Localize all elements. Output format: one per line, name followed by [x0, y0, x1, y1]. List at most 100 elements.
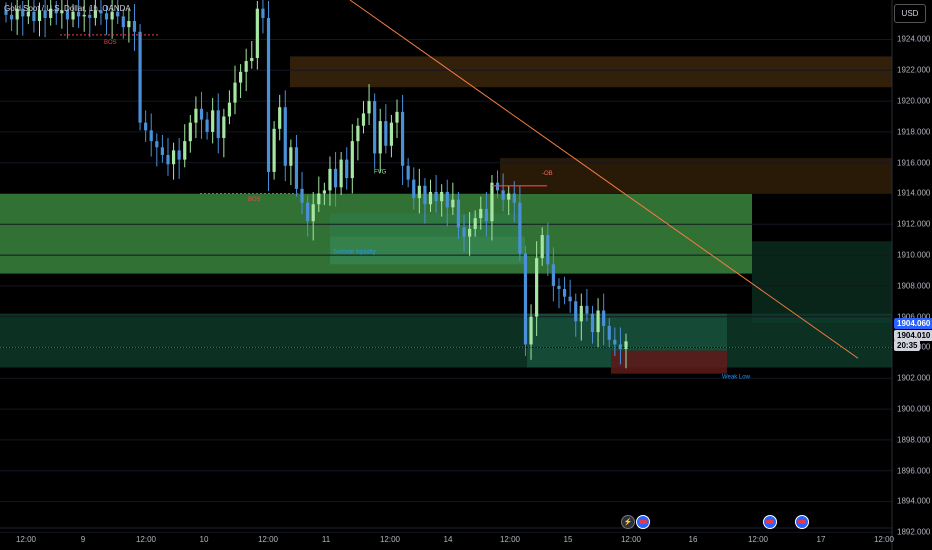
candle-body — [501, 190, 505, 200]
candle-body — [456, 199, 461, 228]
stop-loss-box — [611, 350, 727, 374]
candle-body — [473, 218, 477, 229]
candle-body — [423, 185, 427, 205]
candle-body — [77, 11, 81, 17]
candle-body — [49, 8, 53, 18]
currency-button[interactable]: USD — [894, 4, 926, 23]
us-flag-event-icon[interactable] — [795, 515, 809, 529]
candle-body — [15, 8, 19, 20]
time-tick-label: 12:00 — [873, 535, 895, 544]
zones-layer — [0, 56, 892, 374]
candle-body — [278, 107, 282, 129]
time-tick-label: 15 — [563, 535, 573, 544]
price-tick-label: 1912.000 — [897, 219, 931, 229]
candle-body — [339, 159, 343, 188]
candle-body — [596, 310, 600, 333]
candle-body — [490, 182, 494, 222]
us-flag-event-icon[interactable] — [763, 515, 777, 529]
descending-trendline — [349, 0, 859, 359]
candle-body — [579, 305, 583, 322]
candle-body — [428, 191, 433, 205]
price-tick-label: 1924.000 — [897, 34, 931, 44]
candle-body — [602, 310, 606, 326]
candle-body — [361, 113, 366, 126]
candle-body — [272, 128, 276, 172]
candle-body — [104, 13, 109, 20]
time-tick-label: 9 — [80, 535, 86, 544]
candle-body — [194, 108, 198, 123]
fvg-label: FVG — [374, 169, 387, 175]
candle-body — [451, 199, 455, 208]
candle-body — [160, 147, 164, 155]
candle-body — [618, 344, 623, 350]
candle-body — [216, 110, 220, 139]
time-tick-label: 12:00 — [135, 535, 157, 544]
candle-body — [155, 141, 159, 148]
candle-body — [350, 141, 354, 179]
time-tick-label: 16 — [688, 535, 698, 544]
candle-body — [395, 111, 399, 123]
candle-body — [389, 122, 394, 146]
candle-body — [462, 227, 466, 237]
candle-body — [585, 305, 589, 314]
candle-body — [412, 179, 416, 199]
candle-body — [574, 301, 578, 322]
bos-label: BOS — [248, 197, 261, 203]
candle-body — [613, 339, 617, 345]
candle-body — [88, 14, 92, 18]
order-block-zone — [500, 158, 892, 194]
time-tick-label: 12:00 — [15, 535, 37, 544]
candle-body — [345, 159, 349, 179]
grid-layer — [0, 0, 893, 550]
price-tick-label: 1894.000 — [897, 496, 931, 506]
flash-event-icon[interactable]: ⚡ — [621, 515, 635, 529]
candle-body — [507, 193, 511, 200]
candle-body — [289, 147, 293, 166]
candle-body — [495, 182, 500, 191]
us-flag-event-icon[interactable] — [636, 515, 650, 529]
candle-body — [121, 16, 125, 28]
time-tick-label: 12:00 — [620, 535, 642, 544]
candle-body — [434, 191, 438, 202]
discount-zone — [0, 313, 892, 368]
candle-body — [607, 325, 611, 340]
bos-label: BOS — [104, 40, 117, 46]
candle-body — [205, 119, 209, 132]
last-price-label: 1904.060 — [894, 318, 932, 329]
candle-body — [177, 150, 181, 160]
candle-body — [406, 165, 410, 180]
candle-body — [300, 188, 304, 203]
candle-body — [518, 202, 522, 254]
price-tick-label: 1922.000 — [897, 65, 931, 75]
candle-body — [99, 10, 103, 14]
candle-body — [468, 228, 472, 237]
candle-body — [535, 258, 539, 317]
candle-body — [138, 31, 142, 123]
candles-layer — [4, 0, 628, 369]
candle-body — [266, 17, 271, 172]
candle-body — [624, 341, 628, 350]
candle-body — [373, 101, 377, 154]
candle-body — [568, 296, 572, 302]
price-tick-label: 1914.000 — [897, 188, 931, 198]
candle-body — [93, 10, 97, 18]
candle-body — [54, 8, 58, 14]
time-tick-label: 17 — [816, 535, 826, 544]
price-tick-label: 1900.000 — [897, 404, 931, 414]
candle-body — [222, 116, 226, 139]
candle-body — [512, 193, 516, 203]
candle-body — [37, 10, 42, 22]
sellside-liquidity-zone — [330, 236, 525, 265]
candle-body — [328, 168, 332, 191]
time-tick-label: 10 — [199, 535, 209, 544]
candle-body — [400, 111, 405, 166]
price-tick-label: 1892.000 — [897, 527, 931, 537]
price-tick-label: 1906.000 — [897, 312, 931, 322]
candle-body — [417, 185, 421, 199]
time-tick-label: 14 — [443, 535, 453, 544]
candle-body — [529, 316, 533, 345]
candle-body — [562, 288, 567, 297]
candle-body — [227, 102, 232, 117]
candle-body — [250, 57, 254, 62]
